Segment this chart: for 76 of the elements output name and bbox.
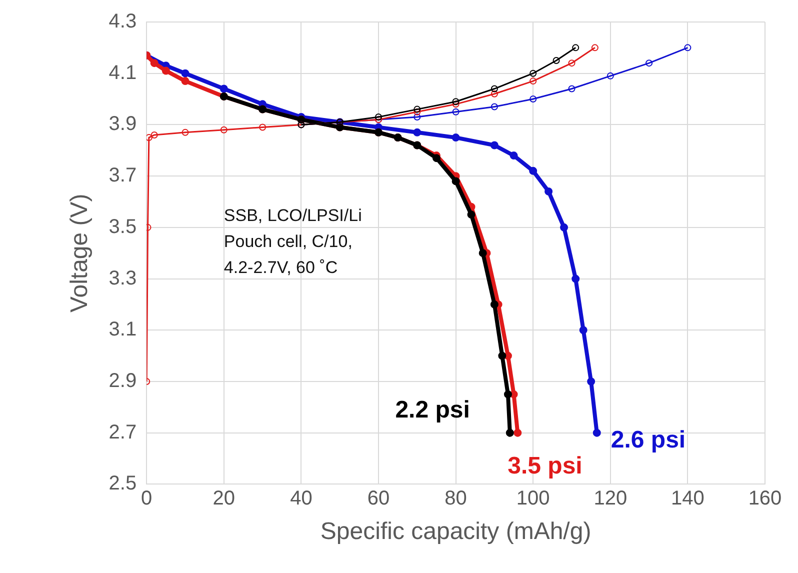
point (414, 106, 421, 113)
point (506, 428, 514, 437)
y-tick-label: 4.3 (108, 10, 137, 33)
annotation: SSB, LCO/LPSI/Li Pouch cell, C/10, 4.2-2.7V, 60 ˚C (224, 206, 362, 277)
point (646, 60, 653, 67)
point (182, 128, 189, 136)
x-tick-label: 20 (212, 488, 236, 510)
point (606, 72, 614, 80)
point (181, 69, 190, 78)
point (452, 108, 460, 116)
series-label: 2.6 psi (610, 426, 686, 454)
point (150, 131, 158, 138)
x-tick-label: 80 (444, 488, 467, 510)
y-tick-label: 3.1 (108, 318, 137, 341)
y-tick-label: 2.9 (108, 370, 137, 392)
point (162, 66, 170, 75)
point (490, 90, 498, 98)
point (684, 44, 692, 52)
series-label: 3.5 psi (508, 452, 582, 480)
point (413, 128, 422, 136)
point (552, 57, 560, 64)
point (414, 114, 421, 121)
point (591, 44, 598, 52)
point (478, 249, 487, 258)
point (452, 134, 460, 142)
x-tick-label: 0 (141, 488, 152, 510)
point (490, 85, 498, 92)
point (220, 84, 228, 93)
point (579, 326, 588, 334)
series-label: 2.2 psi (395, 396, 470, 424)
point (259, 124, 266, 131)
point (544, 187, 553, 196)
point (510, 152, 518, 160)
y-tick-label: 3.9 (108, 113, 137, 136)
point (146, 134, 152, 142)
point (452, 98, 460, 106)
point (530, 78, 537, 85)
point (181, 77, 190, 86)
point (467, 210, 476, 219)
x-tick-label: 60 (367, 488, 390, 510)
point (560, 223, 568, 232)
point (504, 390, 512, 398)
point (514, 428, 522, 437)
point (530, 70, 537, 77)
point (530, 96, 537, 103)
point (587, 377, 596, 386)
y-tick-label: 4.1 (108, 62, 137, 84)
point (220, 126, 228, 134)
point (150, 59, 158, 68)
y-axis-title: Voltage (V) (66, 194, 94, 312)
x-tick-label: 160 (748, 488, 782, 510)
point (572, 274, 580, 283)
point (452, 177, 460, 186)
x-tick-label: 40 (290, 488, 312, 510)
point (498, 352, 506, 360)
x-axis-title: Specific capacity (mAh/g) (320, 518, 592, 546)
x-tick-label: 100 (516, 488, 550, 510)
y-tick-label: 3.3 (108, 267, 137, 290)
point (490, 300, 498, 308)
y-tick-label: 2.5 (108, 472, 137, 495)
x-tick-label: 120 (594, 488, 628, 510)
point (414, 108, 421, 116)
point (529, 166, 538, 175)
point (592, 428, 601, 437)
y-tick-label: 2.7 (108, 421, 137, 444)
y-tick-label: 3.5 (108, 216, 137, 238)
y-tick-label: 3.7 (108, 164, 137, 187)
x-tick-label: 140 (671, 488, 704, 510)
point (432, 154, 440, 162)
point (568, 85, 576, 92)
point (375, 114, 382, 121)
point (568, 60, 576, 67)
point (490, 141, 498, 150)
point (572, 44, 580, 52)
point (452, 100, 460, 108)
point (490, 103, 498, 110)
